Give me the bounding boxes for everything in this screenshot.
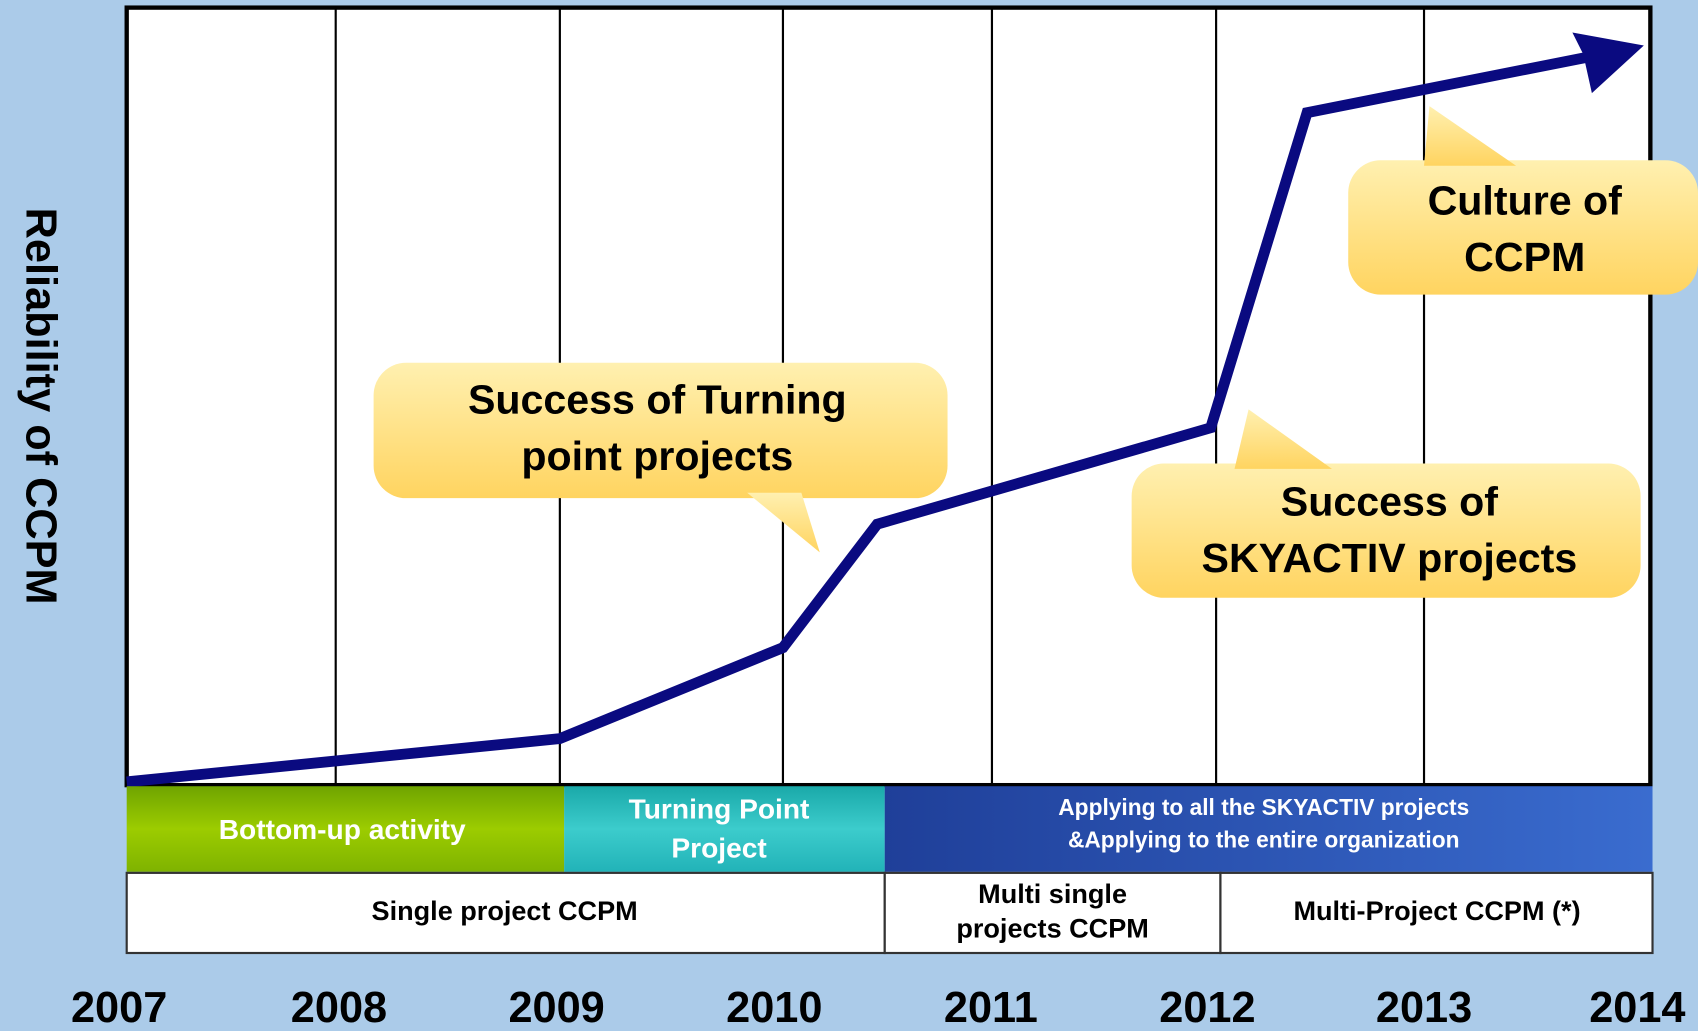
year-label: 2012 <box>1159 984 1255 1031</box>
trend-line <box>126 46 1615 788</box>
year-label: 2008 <box>291 984 387 1031</box>
year-label: 2007 <box>71 984 167 1031</box>
year-label: 2011 <box>944 984 1038 1031</box>
callout-shapes <box>373 106 1698 598</box>
method-label: Multi single <box>978 878 1127 909</box>
callout-text: Success of Turning <box>468 377 847 423</box>
phase-label: &Applying to the entire organization <box>1068 826 1460 852</box>
arrow-head <box>1572 32 1644 94</box>
method-label: Single project CCPM <box>372 895 638 926</box>
phase-label: Bottom-up activity <box>219 814 466 845</box>
method-label: projects CCPM <box>956 912 1148 943</box>
phase-bar <box>564 786 885 872</box>
phase-label: Applying to all the SKYACTIV projects <box>1058 794 1469 820</box>
callout-text: CCPM <box>1464 234 1585 280</box>
phase-label: Turning Point <box>629 794 810 825</box>
phase-label: Project <box>671 833 767 864</box>
year-label: 2014 <box>1589 984 1685 1031</box>
year-label: 2009 <box>508 984 604 1031</box>
method-boxes <box>125 871 1654 955</box>
method-label: Multi-Project CCPM (*) <box>1293 895 1580 926</box>
callout-text: Success of <box>1281 479 1499 525</box>
callout-text: SKYACTIV projects <box>1202 535 1578 581</box>
phase-bar <box>884 786 1653 872</box>
y-axis-label: Reliability of CCPM <box>16 208 64 605</box>
callout-text: Culture of <box>1428 177 1623 223</box>
year-label: 2013 <box>1376 984 1472 1031</box>
phase-bar <box>126 786 565 872</box>
year-label: 2010 <box>726 984 822 1031</box>
callout-text: point projects <box>521 433 793 479</box>
